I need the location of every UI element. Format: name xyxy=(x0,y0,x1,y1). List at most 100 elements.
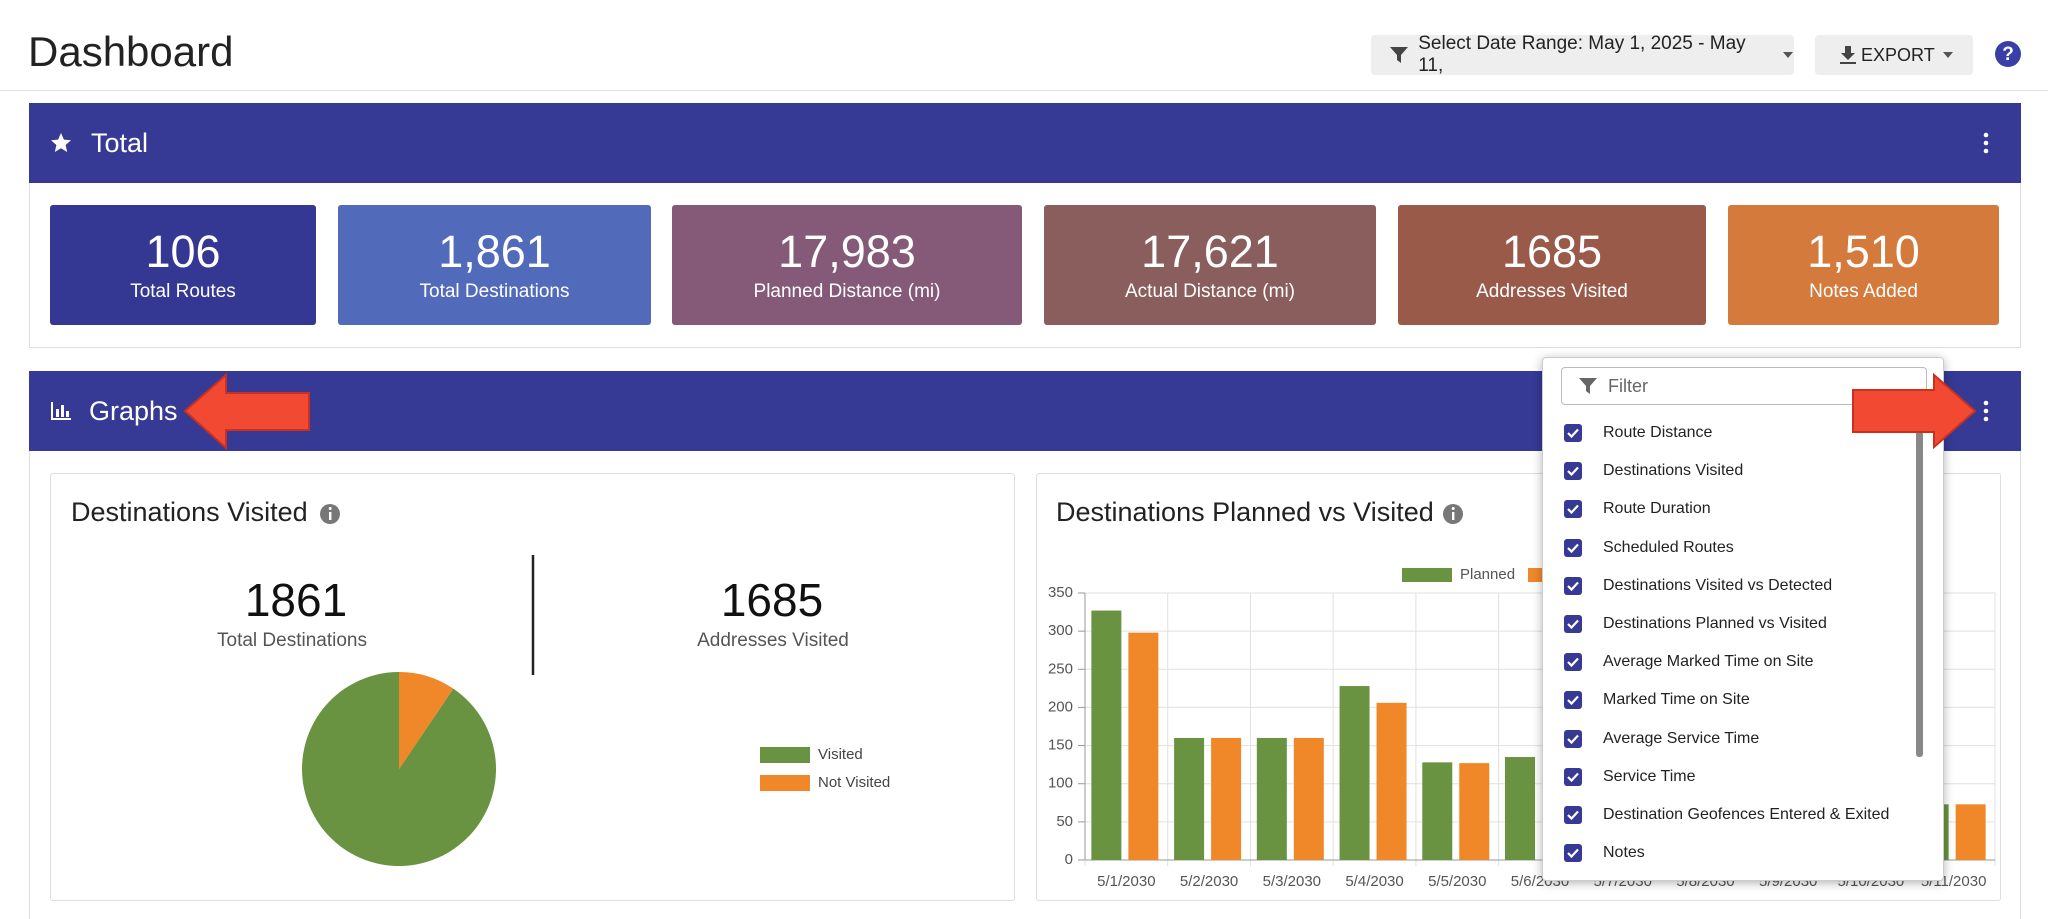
total-title: Total xyxy=(91,127,149,158)
stat-value: 1861 xyxy=(245,574,347,626)
bar xyxy=(1293,737,1324,860)
kpi-label: Actual Distance (mi) xyxy=(1125,281,1295,302)
kpi-card: 1685 Addresses Visited xyxy=(1398,205,1706,325)
bar xyxy=(1459,763,1490,860)
checkbox[interactable] xyxy=(1563,538,1583,558)
menu-item[interactable]: Destinations Visited xyxy=(1563,459,1743,483)
menu-item[interactable]: Destination Geofences Entered & Exited xyxy=(1563,803,1889,827)
checkbox[interactable] xyxy=(1563,843,1583,863)
checkbox[interactable] xyxy=(1563,690,1583,710)
kpi-card: 17,621 Actual Distance (mi) xyxy=(1044,205,1376,325)
kpi-value: 1,861 xyxy=(438,226,551,277)
pie-chart-card xyxy=(50,473,1015,901)
stat-label: Total Destinations xyxy=(217,630,367,651)
help-button[interactable]: ? xyxy=(1994,40,2022,68)
x-tick-label: 5/1/2030 xyxy=(1097,873,1155,890)
menu-item[interactable]: Route Duration xyxy=(1563,497,1711,521)
menu-item[interactable]: Average Marked Time on Site xyxy=(1563,650,1813,674)
checkbox[interactable] xyxy=(1563,423,1583,443)
checkbox[interactable] xyxy=(1563,614,1583,634)
checkbox[interactable] xyxy=(1563,729,1583,749)
x-tick-label: 5/4/2030 xyxy=(1345,873,1403,890)
menu-item-label: Average Service Time xyxy=(1603,729,1760,747)
caret xyxy=(1942,52,1953,58)
menu-item-label: Destination Geofences Entered & Exited xyxy=(1603,806,1890,823)
legend-swatch xyxy=(1402,568,1452,582)
menu-item-label: Destinations Planned vs Visited xyxy=(1603,615,1827,632)
checkbox[interactable] xyxy=(1563,805,1583,825)
bar xyxy=(1955,804,1986,860)
export-label: EXPORT xyxy=(1861,44,1935,65)
bar xyxy=(1339,686,1370,860)
caret xyxy=(1782,52,1793,58)
menu-item-label: Notes xyxy=(1603,844,1645,862)
date-range-button[interactable]: Select Date Range: May 1, 2025 - May 11, xyxy=(1371,33,1794,76)
total-panel-body xyxy=(29,183,2021,348)
stat-value: 1685 xyxy=(721,574,823,626)
x-tick-label: 5/5/2030 xyxy=(1428,873,1486,890)
chart-title: Destinations Planned vs Visited xyxy=(1056,497,1434,527)
legend-swatch xyxy=(760,747,810,763)
filter-icon xyxy=(1579,378,1597,394)
menu-item[interactable]: Notes xyxy=(1563,841,1645,865)
menu-item-label: Destinations Visited xyxy=(1603,462,1744,480)
y-tick-label: 100 xyxy=(1048,775,1073,792)
graphs-menu-button[interactable] xyxy=(1978,399,1994,423)
menu-item[interactable]: Service Time xyxy=(1563,765,1695,789)
total-menu-button[interactable] xyxy=(1978,131,1994,155)
checkbox[interactable] xyxy=(1563,652,1583,672)
menu-item-label: Average Marked Time on Site xyxy=(1603,653,1814,671)
menu-item[interactable]: Destinations Visited vs Detected xyxy=(1563,574,1832,598)
menu-item[interactable]: Marked Time on Site xyxy=(1563,688,1750,712)
x-tick-label: 5/2/2030 xyxy=(1180,873,1238,890)
kpi-value: 17,621 xyxy=(1141,226,1279,277)
kpi-value: 1,510 xyxy=(1807,226,1920,277)
info-icon xyxy=(320,504,340,524)
menu-item[interactable]: Scheduled Routes xyxy=(1563,536,1734,560)
bar xyxy=(1211,737,1242,860)
menu-item[interactable]: Average Service Time xyxy=(1563,727,1759,751)
menu-item-label: Service Time xyxy=(1603,767,1696,785)
kpi-card: 17,983 Planned Distance (mi) xyxy=(672,205,1022,325)
legend-label: Planned xyxy=(1460,566,1515,583)
y-tick-label: 200 xyxy=(1048,698,1073,715)
bar xyxy=(1091,610,1122,860)
filter-input[interactable]: Filter xyxy=(1561,367,1927,405)
arrow-left xyxy=(183,372,310,451)
checkbox[interactable] xyxy=(1563,499,1583,519)
bar xyxy=(1376,702,1407,860)
header-divider xyxy=(0,90,2048,91)
total-panel-header: Total xyxy=(29,103,2021,183)
stat-label: Addresses Visited xyxy=(697,630,849,651)
kpi-label: Notes Added xyxy=(1809,281,1918,302)
legend-swatch xyxy=(760,775,810,791)
kpi-card: 1,510 Notes Added xyxy=(1728,205,1999,325)
y-tick-label: 350 xyxy=(1048,584,1073,601)
menu-item-label: Destinations Visited vs Detected xyxy=(1603,576,1833,594)
export-button[interactable]: EXPORT xyxy=(1815,35,1973,75)
bar xyxy=(1505,757,1535,860)
download-icon xyxy=(1840,46,1856,64)
checkbox[interactable] xyxy=(1563,576,1583,596)
kpi-label: Total Destinations xyxy=(419,281,570,302)
y-tick-label: 50 xyxy=(1056,813,1073,830)
graphs-panel-body xyxy=(29,451,2021,919)
filter-icon xyxy=(1390,47,1408,63)
bar xyxy=(1128,632,1159,860)
bar xyxy=(1256,737,1287,860)
menu-item[interactable]: Route Distance xyxy=(1563,421,1712,445)
menu-item[interactable]: Destinations Planned vs Visited xyxy=(1563,612,1827,636)
graph-selector-dropdown: Filter Route Distance Destinations Visite… xyxy=(1542,357,1944,881)
bar xyxy=(1174,737,1205,860)
legend-label: Not Visited xyxy=(818,774,890,791)
kpi-label: Total Routes xyxy=(130,281,236,302)
arrow-right xyxy=(1852,372,1977,450)
kpi-value: 106 xyxy=(145,226,221,277)
pie-slice xyxy=(399,672,454,769)
date-range-label: Select Date Range: May 1, 2025 - May 11, xyxy=(1418,33,1746,76)
checkbox[interactable] xyxy=(1563,767,1583,787)
svg-text:?: ? xyxy=(2002,44,2014,65)
checkbox[interactable] xyxy=(1563,461,1583,481)
